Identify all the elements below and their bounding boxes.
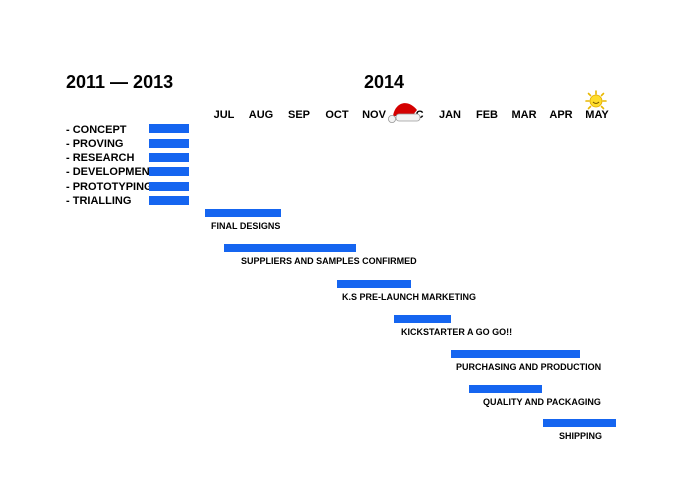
task-label-quality-packaging: QUALITY AND PACKAGING: [483, 397, 601, 407]
task-label-kickstarter: KICKSTARTER A GO GO!!: [401, 327, 513, 337]
phase-bar-development: [149, 167, 189, 176]
phase-trialling: - TRIALLING: [66, 195, 132, 207]
month-feb: FEB: [476, 109, 498, 121]
task-bar-shipping: [543, 419, 616, 427]
task-bar-suppliers-samples: [224, 244, 356, 252]
month-sep: SEP: [287, 109, 310, 121]
phase-proving: - PROVING: [66, 138, 124, 150]
task-bar-kickstarter: [394, 315, 451, 323]
month-oct: OCT: [325, 109, 349, 121]
phase-bar-proving: [149, 139, 189, 148]
phase-concept: - CONCEPT: [66, 124, 127, 136]
task-bar-final-designs: [205, 209, 281, 217]
month-mar: MAR: [511, 109, 537, 121]
task-label-shipping: SHIPPING: [559, 431, 603, 441]
phase-research: - RESEARCH: [66, 152, 135, 164]
month-nov: NOV: [362, 109, 386, 121]
phase-bar-concept: [149, 124, 189, 133]
phase-bar-trialling: [149, 196, 189, 205]
task-bar-prelaunch-marketing: [337, 280, 411, 288]
header-2014: 2014: [364, 72, 405, 92]
month-may: MAY: [585, 109, 609, 121]
phase-bar-research: [149, 153, 189, 162]
phase-bar-prototyping: [149, 182, 189, 191]
task-label-suppliers-samples: SUPPLIERS AND SAMPLES CONFIRMED: [241, 256, 417, 266]
phase-development: - DEVELOPMENT: [66, 166, 157, 178]
task-label-final-designs: FINAL DESIGNS: [211, 221, 281, 231]
santa-hat-icon: [388, 103, 421, 123]
task-label-prelaunch-marketing: K.S PRE-LAUNCH MARKETING: [342, 292, 476, 302]
month-jan: JAN: [438, 109, 461, 121]
task-bar-purchasing-production: [451, 350, 580, 358]
sun-icon: [585, 90, 607, 110]
month-aug: AUG: [248, 109, 274, 121]
task-label-purchasing-production: PURCHASING AND PRODUCTION: [456, 362, 602, 372]
month-jul: JUL: [213, 109, 235, 121]
phase-prototyping: - PROTOTYPING: [66, 181, 153, 193]
header-2011-2013: 2011 — 2013: [66, 72, 174, 92]
month-apr: APR: [549, 109, 573, 121]
task-bar-quality-packaging: [469, 385, 542, 393]
